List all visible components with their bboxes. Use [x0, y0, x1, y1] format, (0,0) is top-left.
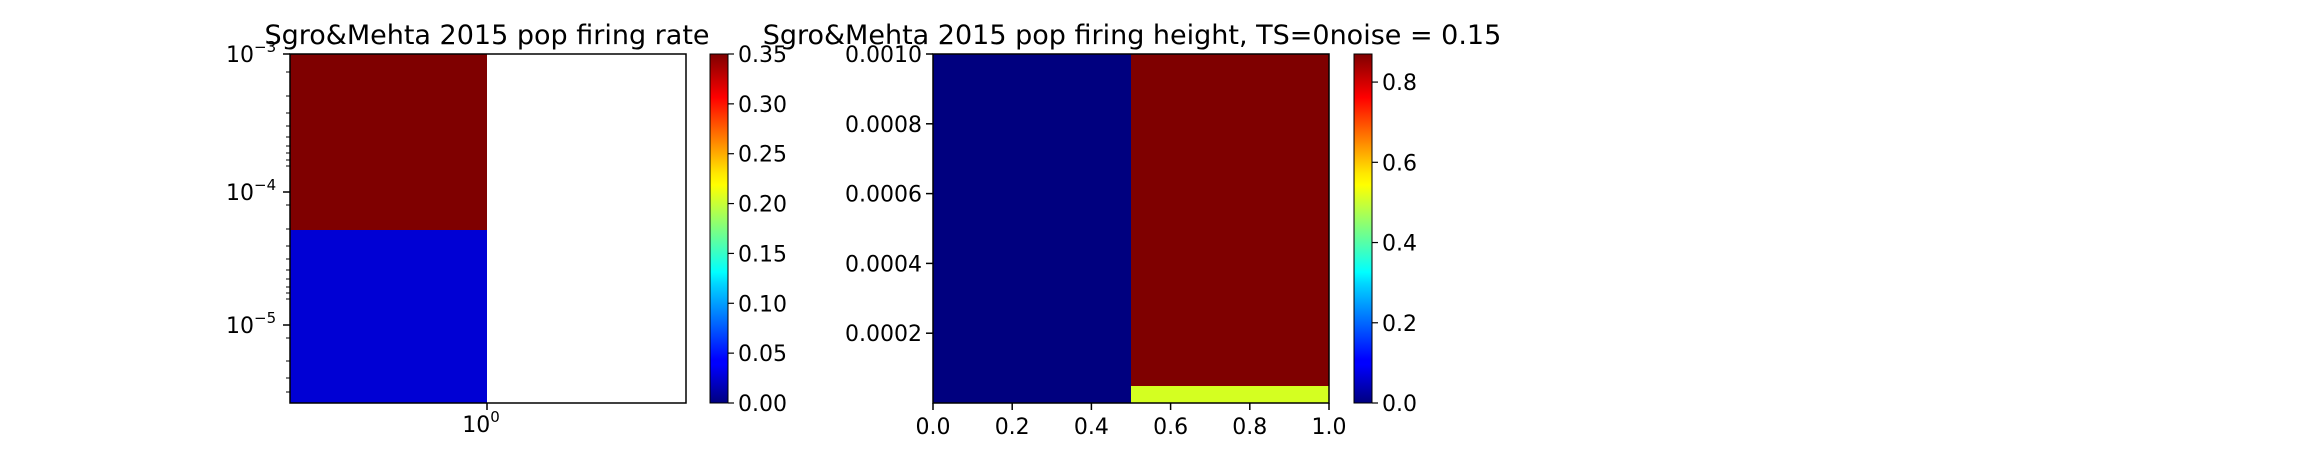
- chart2-y-axis: 0.0002 0.0004 0.0006 0.0008 0.0010: [845, 43, 933, 347]
- chart2-ytick-label: 0.0010: [845, 43, 922, 68]
- chart1-cells: [290, 54, 487, 403]
- chart-firing-height: Sgro&Mehta 2015 pop firing height, TS=0n…: [763, 20, 1502, 440]
- chart2-title: Sgro&Mehta 2015 pop firing height, TS=0n…: [763, 20, 1502, 51]
- chart2-xtick-label: 0.6: [1153, 415, 1188, 440]
- chart1-ytick-label: 10−3: [226, 38, 276, 68]
- chart2-ytick-label: 0.0006: [845, 183, 922, 208]
- chart2-xtick-label: 1.0: [1312, 415, 1347, 440]
- chart-firing-rate: Sgro&Mehta 2015 pop firing rate: [226, 20, 787, 438]
- chart2-colorbar-tick-label: 0.8: [1382, 71, 1417, 96]
- chart1-colorbar-tick-label: 0.05: [738, 342, 787, 367]
- chart2-cells: [933, 54, 1329, 403]
- chart1-colorbar-tick-label: 0.35: [738, 43, 787, 68]
- chart1-y-minor-ticks: [286, 71, 290, 393]
- chart1-title: Sgro&Mehta 2015 pop firing rate: [264, 20, 709, 51]
- chart2-ytick-label: 0.0002: [845, 322, 922, 347]
- chart1-colorbar-tick-label: 0.10: [738, 292, 787, 317]
- chart2-colorbar-fill: [1353, 53, 1373, 404]
- chart2-xtick-label: 0.2: [995, 415, 1030, 440]
- chart1-colorbar-tick-label: 0.15: [738, 242, 787, 267]
- chart1-colorbar-tick-label: 0.20: [738, 193, 787, 218]
- chart1-colorbar-tick-label: 0.00: [738, 392, 787, 417]
- chart1-ytick-label: 10−4: [226, 176, 276, 206]
- chart2-colorbar: 0.0 0.2 0.4 0.6 0.8: [1353, 53, 1417, 417]
- chart1-colorbar-tick-label: 0.30: [738, 93, 787, 118]
- chart2-ytick-label: 0.0004: [845, 252, 922, 277]
- chart1-colorbar-ticks: 0.00 0.05 0.10 0.15 0.20 0.25 0.30 0.35: [728, 43, 787, 417]
- chart2-colorbar-tick-label: 0.6: [1382, 151, 1417, 176]
- chart2-colorbar-tick-label: 0.0: [1382, 392, 1417, 417]
- chart2-xtick-label: 0.8: [1232, 415, 1267, 440]
- chart1-colorbar: 0.00 0.05 0.10 0.15 0.20 0.25 0.30 0.35: [709, 43, 787, 417]
- chart2-cell-right-upper: [1131, 54, 1329, 386]
- chart2-cell-left: [933, 54, 1131, 403]
- chart1-cell-lower-left: [290, 230, 487, 403]
- chart2-ytick-label: 0.0008: [845, 113, 922, 138]
- chart1-colorbar-fill: [709, 53, 729, 404]
- chart1-xtick-label: 100: [462, 408, 500, 438]
- chart2-colorbar-tick-label: 0.2: [1382, 312, 1417, 337]
- chart2-x-axis: 0.0 0.2 0.4 0.6 0.8 1.0: [916, 403, 1347, 440]
- chart1-cell-upper-left: [290, 54, 487, 230]
- chart2-cell-right-lower: [1131, 386, 1329, 403]
- chart1-y-major-ticks: [283, 53, 290, 326]
- chart2-plot-frame: [932, 53, 1330, 404]
- chart1-y-tick-labels: 10−3 10−4 10−5: [226, 38, 276, 339]
- chart2-xtick-label: 0.4: [1074, 415, 1109, 440]
- chart1-colorbar-tick-label: 0.25: [738, 143, 787, 168]
- chart2-colorbar-ticks: 0.0 0.2 0.4 0.6 0.8: [1372, 71, 1417, 417]
- chart2-xtick-label: 0.0: [916, 415, 951, 440]
- chart1-ytick-label: 10−5: [226, 309, 276, 339]
- chart2-colorbar-tick-label: 0.4: [1382, 232, 1417, 257]
